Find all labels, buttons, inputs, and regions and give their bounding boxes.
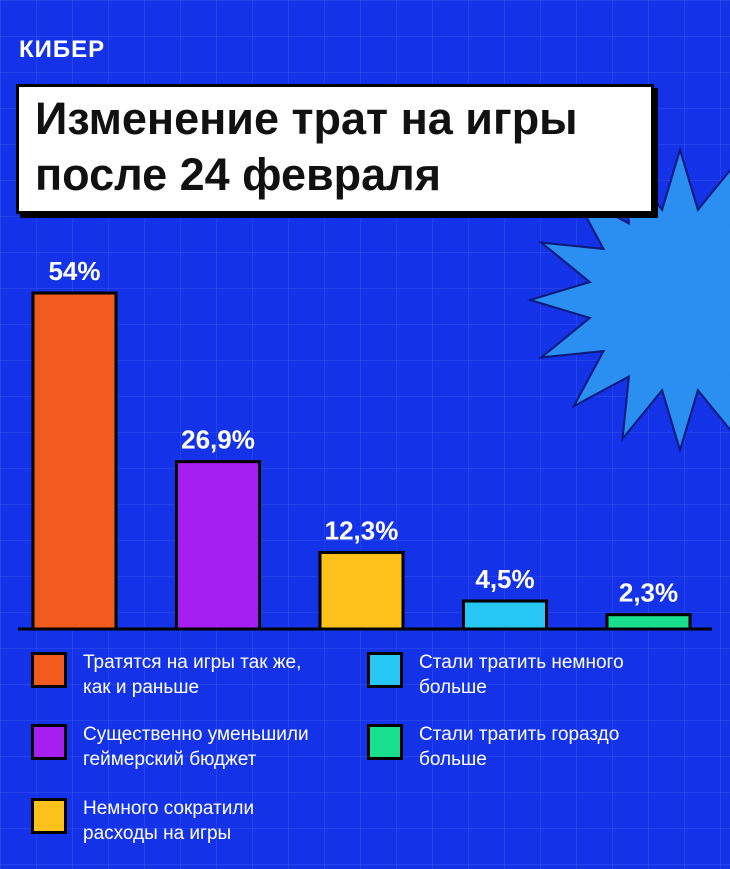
page-title-line-1: Изменение трат на игры bbox=[35, 93, 578, 144]
bar-value-label-4: 4,5% bbox=[475, 564, 534, 594]
bar-1 bbox=[31, 291, 118, 631]
bar-value-label-1: 54% bbox=[48, 256, 100, 286]
bar-value-label-5: 2,3% bbox=[619, 578, 678, 608]
bar-value-label-2: 26,9% bbox=[181, 425, 255, 455]
bar-group bbox=[31, 291, 692, 631]
page-title-line-2: после 24 февраля bbox=[35, 149, 442, 200]
bar-value-label-3: 12,3% bbox=[325, 515, 399, 545]
bar-2 bbox=[175, 460, 261, 631]
bar-label-group: 54% 26,9% 12,3% 4,5% 2,3% bbox=[48, 256, 678, 608]
bar-4 bbox=[462, 599, 548, 631]
bar-3 bbox=[318, 550, 405, 631]
bar-5 bbox=[605, 613, 692, 631]
title-box: Изменение трат на игры после 24 февраля bbox=[16, 84, 654, 214]
brand-logo: КИБЕР bbox=[19, 36, 106, 63]
